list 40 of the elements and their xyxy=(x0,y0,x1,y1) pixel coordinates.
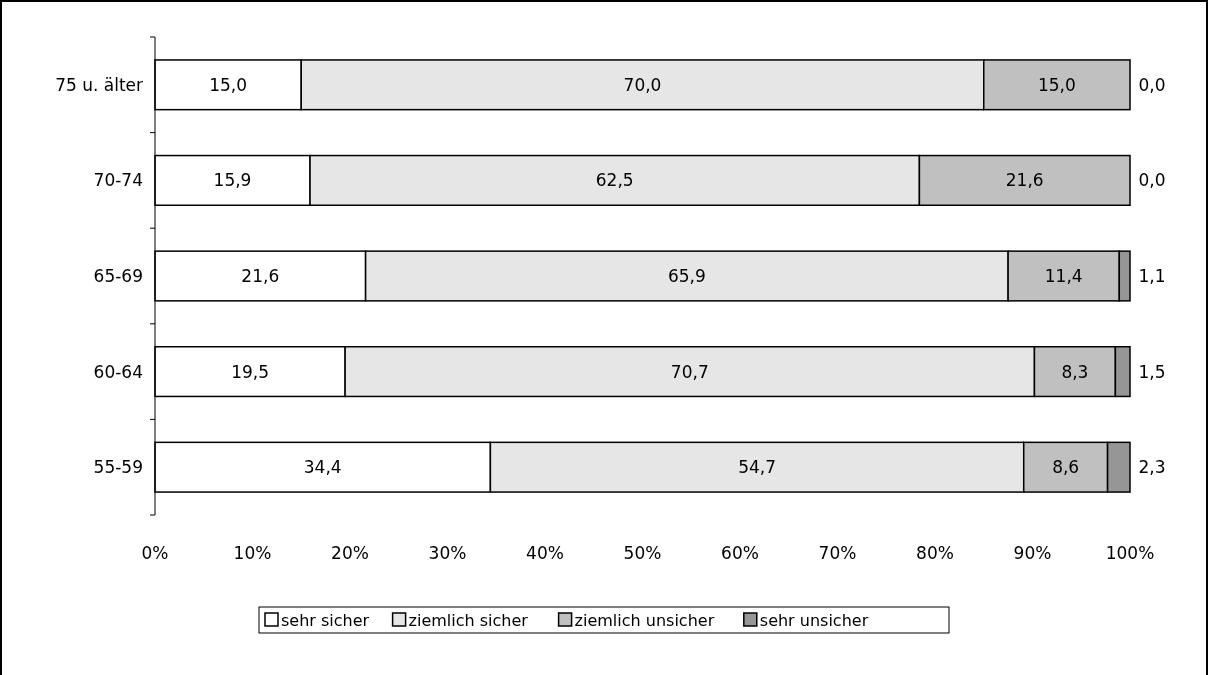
legend-label: sehr unsicher xyxy=(759,610,869,630)
data-label: 0,0 xyxy=(1138,74,1166,95)
data-label: 15,0 xyxy=(209,74,248,95)
x-tick-label: 80% xyxy=(916,543,954,563)
x-tick-label: 40% xyxy=(526,543,564,563)
data-label: 0,0 xyxy=(1138,170,1166,191)
y-tick-label: 55-59 xyxy=(93,457,143,478)
y-tick-label: 75 u. älter xyxy=(55,74,144,95)
data-label: 21,6 xyxy=(1005,170,1044,191)
x-tick-label: 90% xyxy=(1013,543,1052,563)
y-tick-label: 60-64 xyxy=(93,361,143,382)
data-label: 70,0 xyxy=(623,74,662,95)
y-tick-label: 65-69 xyxy=(93,266,143,286)
data-label: 1,1 xyxy=(1138,266,1166,286)
x-tick-label: 70% xyxy=(818,543,857,563)
legend-label: sehr sicher xyxy=(281,610,370,630)
x-tick-label: 50% xyxy=(623,543,662,563)
x-tick-label: 30% xyxy=(428,543,467,563)
data-label: 11,4 xyxy=(1044,266,1083,286)
data-label: 62,5 xyxy=(595,170,634,191)
legend-label: ziemlich sicher xyxy=(408,610,529,630)
data-label: 8,3 xyxy=(1061,361,1089,382)
x-tick-label: 10% xyxy=(233,543,272,563)
data-label: 2,3 xyxy=(1138,457,1166,478)
data-label: 15,9 xyxy=(213,170,252,191)
data-label: 34,4 xyxy=(303,457,342,478)
legend-label: ziemlich unsicher xyxy=(574,610,715,630)
data-label: 70,7 xyxy=(670,361,709,382)
x-tick-label: 60% xyxy=(721,543,759,563)
data-label: 19,5 xyxy=(231,361,269,382)
x-tick-label: 20% xyxy=(331,543,369,563)
x-tick-label: 0% xyxy=(141,543,169,563)
y-tick-label: 70-74 xyxy=(93,170,143,191)
data-label: 54,7 xyxy=(738,457,776,478)
data-label: 8,6 xyxy=(1052,457,1080,478)
data-label: 1,5 xyxy=(1138,361,1166,382)
data-label: 65,9 xyxy=(667,266,706,286)
x-tick-label: 100% xyxy=(1105,543,1155,563)
data-label: 15,0 xyxy=(1037,74,1076,95)
data-label: 21,6 xyxy=(241,266,280,286)
